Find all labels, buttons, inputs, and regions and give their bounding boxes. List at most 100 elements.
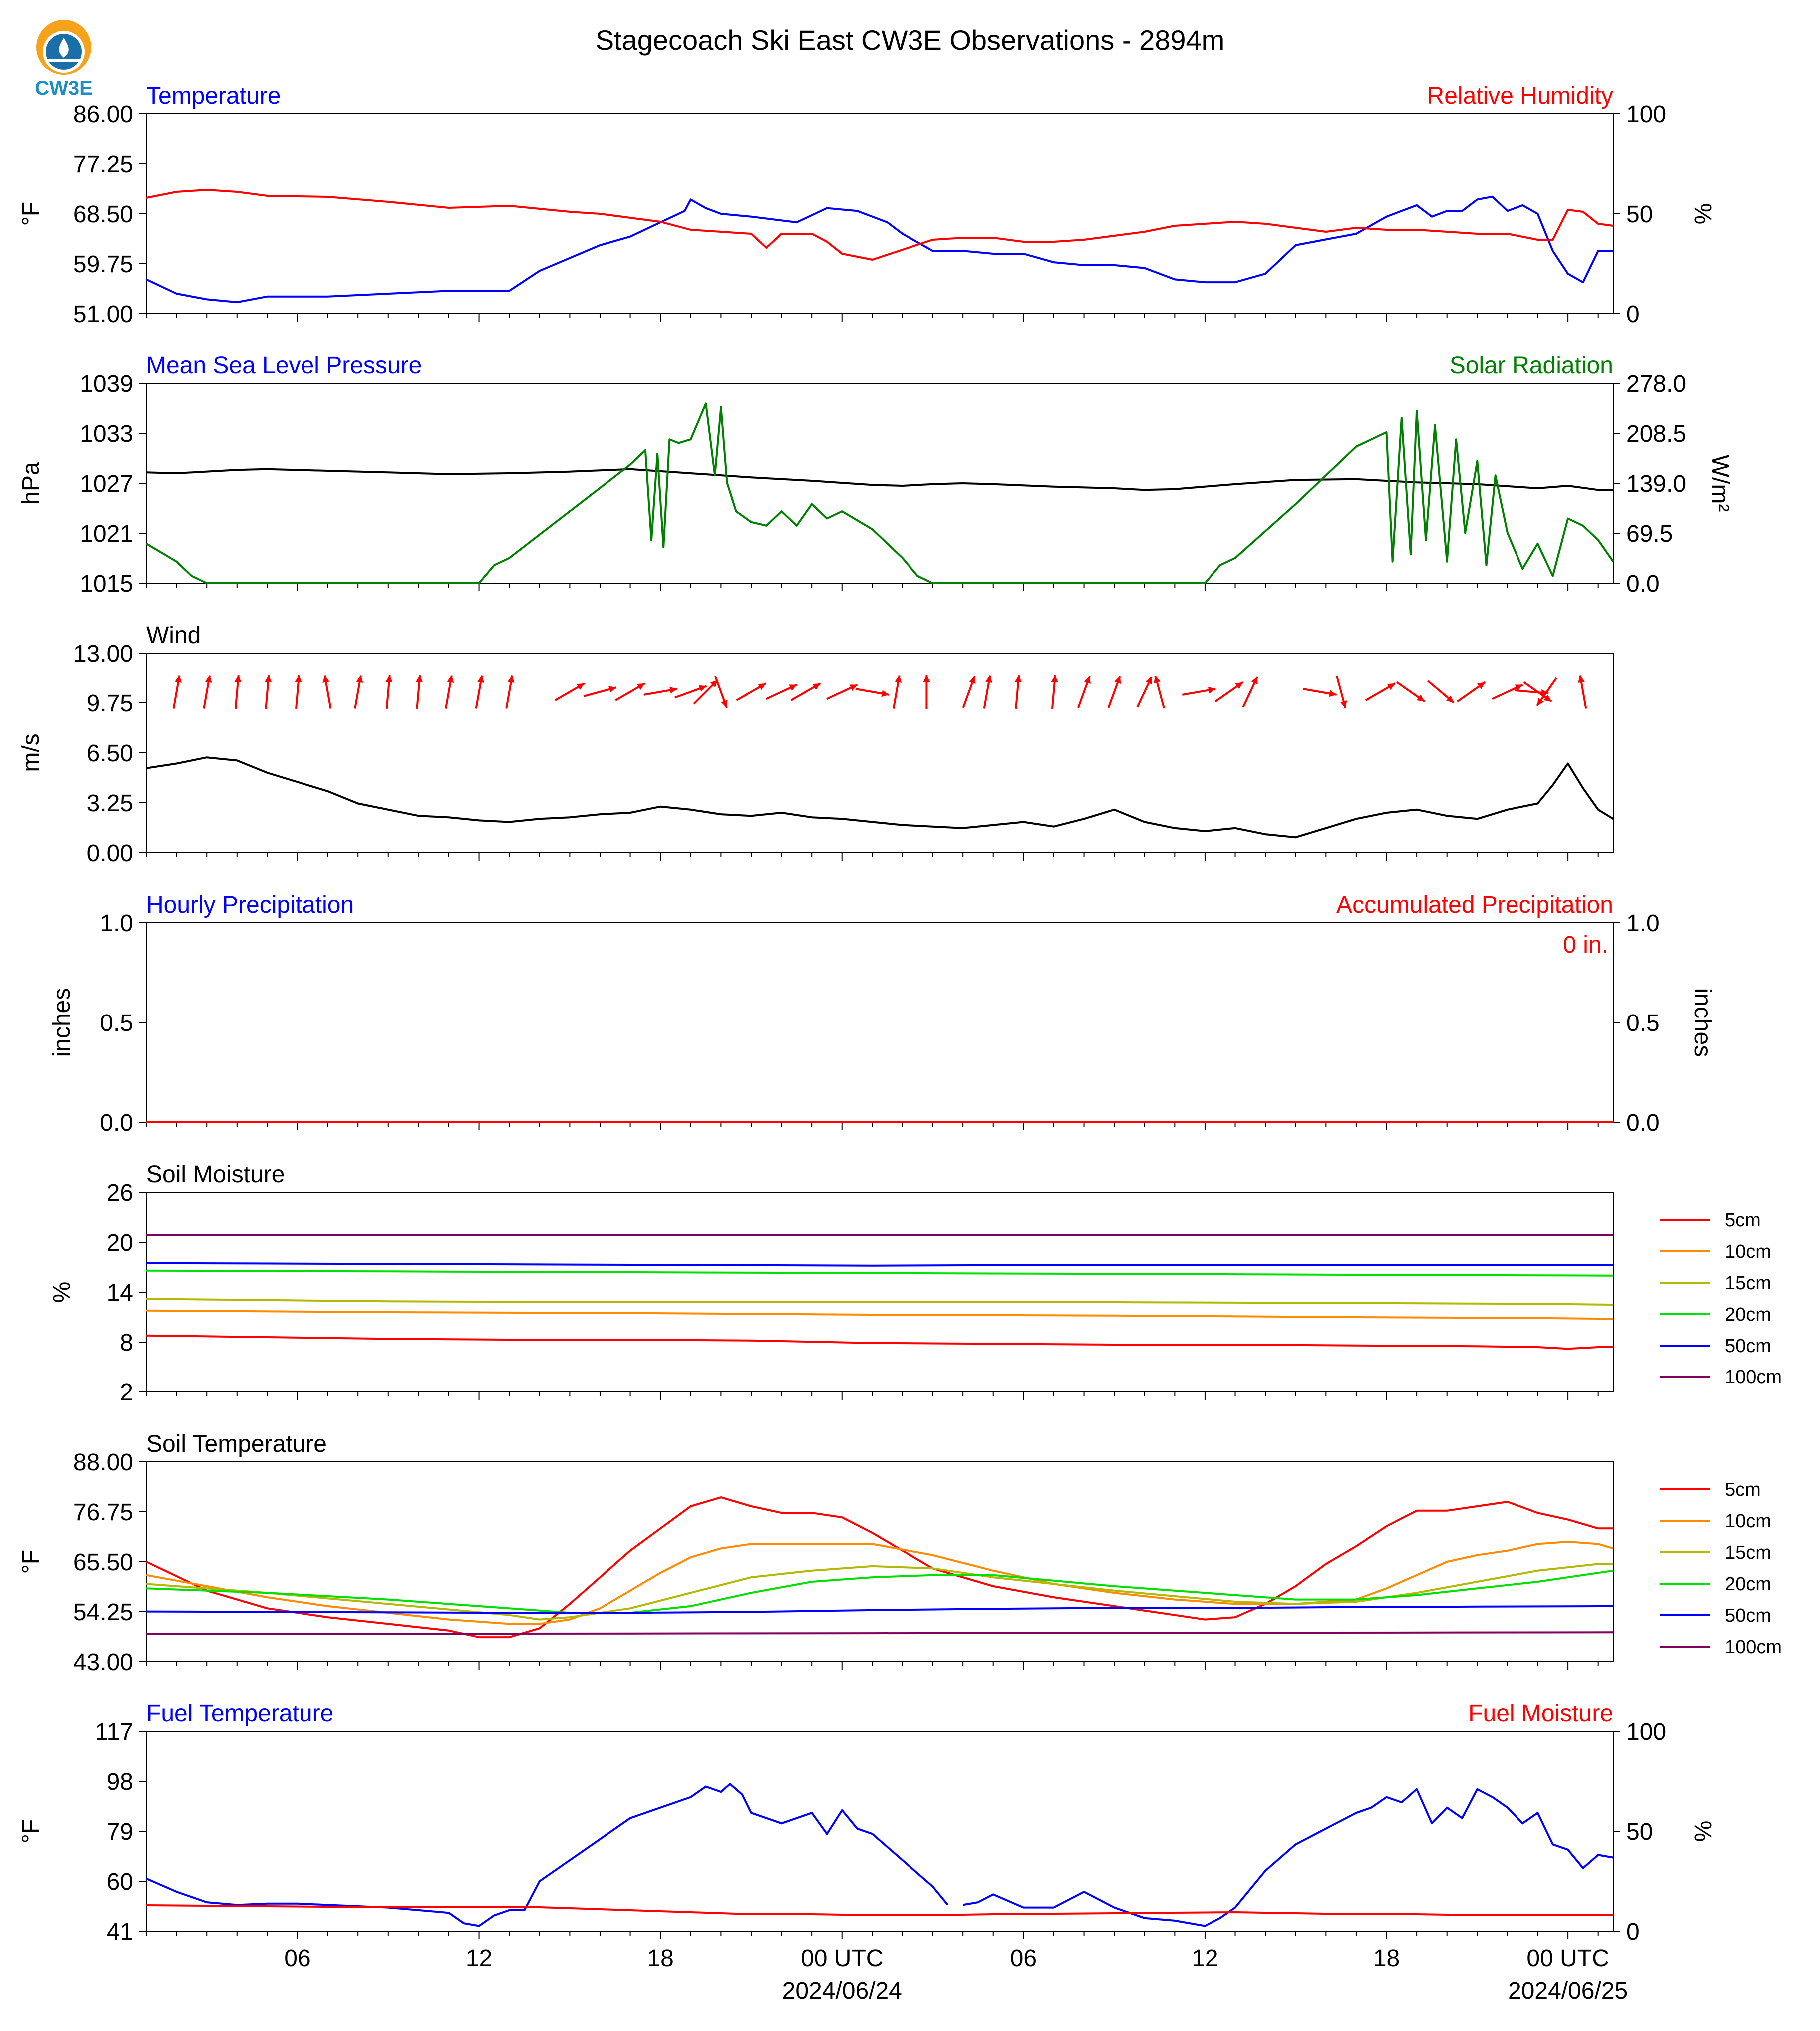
wind-arrow-head	[1145, 677, 1152, 685]
wind-arrow-head	[265, 675, 272, 683]
y-tick-label-left: 1021	[80, 521, 133, 547]
wind-arrow-head	[1014, 675, 1022, 683]
y-tick-label-left: 20	[107, 1230, 133, 1256]
panel-title-left: Temperature	[146, 83, 281, 109]
series-line-50cm	[146, 1605, 1614, 1614]
y-tick-label-left: 6.50	[87, 740, 133, 767]
y-axis-label-right: %	[1689, 203, 1716, 225]
panel-title-left: Soil Temperature	[146, 1431, 327, 1457]
y-tick-label-left: 0.0	[100, 1110, 133, 1136]
wind-arrow-head	[1578, 675, 1585, 683]
wind-arrow-head	[385, 675, 393, 683]
wind-arrow	[1578, 675, 1587, 709]
wind-arrow	[1335, 675, 1347, 709]
wind-arrow	[203, 675, 212, 709]
y-axis-label-right: inches	[1689, 988, 1716, 1057]
series-line-mean-sea-level-pressure	[146, 468, 1613, 491]
wind-arrow-head	[789, 684, 797, 691]
y-tick-label-left: 26	[107, 1180, 133, 1206]
y-tick-label-right: 139.0	[1626, 471, 1686, 497]
y-axis-label-left: hPa	[18, 462, 44, 505]
x-tick-label: 18	[647, 1945, 673, 1972]
y-tick-label-left: 8	[120, 1330, 133, 1356]
y-tick-label-left: 88.00	[73, 1449, 133, 1476]
y-tick-label-left: 1015	[80, 571, 133, 597]
series-line-20cm	[146, 1269, 1614, 1277]
y-tick-label-right: 208.5	[1626, 421, 1686, 447]
wind-arrow-head	[295, 675, 302, 683]
legend-label: 50cm	[1725, 1605, 1771, 1626]
wind-arrow-head	[1417, 694, 1425, 702]
wind-arrow-head	[637, 683, 645, 690]
wind-arrow-head	[608, 686, 616, 693]
wind-arrow	[790, 682, 821, 701]
y-tick-label-right: 1.0	[1626, 910, 1660, 937]
series-line-fuel-temperature	[146, 1783, 949, 1927]
y-axis-label-left: °F	[18, 202, 44, 226]
wind-arrow	[1427, 680, 1455, 704]
wind-arrow-head	[576, 683, 585, 690]
y-tick-label-left: 117	[95, 1719, 133, 1745]
wind-arrow	[1242, 676, 1259, 708]
wind-arrow-head	[1387, 683, 1395, 690]
wind-arrow-head	[1340, 700, 1347, 708]
y-tick-label-left: 43.00	[73, 1649, 133, 1676]
wind-arrow-head	[895, 675, 902, 683]
x-tick-label: 00 UTC	[801, 1945, 883, 1972]
legend-label: 5cm	[1725, 1210, 1761, 1231]
panel-title-left: Wind	[146, 622, 201, 649]
y-axis-label-left: °F	[18, 1819, 44, 1844]
y-tick-label-right: 0.5	[1626, 1010, 1660, 1036]
series-line-relative-humidity	[146, 189, 1614, 261]
wind-arrow-head	[1251, 677, 1258, 685]
wind-arrow	[1182, 686, 1216, 696]
wind-arrow	[714, 676, 728, 708]
panel-title-right: Accumulated Precipitation	[1336, 892, 1613, 918]
wind-arrow	[1457, 681, 1486, 703]
wind-arrow	[962, 676, 976, 708]
wind-arrow-head	[881, 690, 889, 697]
panel-soil-moisture: Soil Moisture 26 20 14 8 2% 5cm 10cm 15cm 20cm 50c…	[49, 1161, 1782, 1406]
wind-arrow-head	[812, 683, 821, 690]
y-tick-label-left: 65.50	[73, 1549, 133, 1576]
y-tick-label-right: 100	[1626, 101, 1666, 128]
wind-arrow-head	[234, 675, 242, 683]
wind-arrow-head	[721, 700, 728, 708]
panel-title-left: Mean Sea Level Pressure	[146, 352, 422, 379]
legend-label: 10cm	[1725, 1241, 1771, 1262]
y-axis-label-right: W/m²	[1707, 455, 1733, 512]
x-tick-label: 12	[1192, 1945, 1218, 1972]
wind-arrow	[1077, 676, 1091, 708]
wind-arrow	[1523, 681, 1552, 703]
wind-arrow-head	[1235, 682, 1243, 689]
wind-arrow-head	[1208, 686, 1216, 694]
panel-title-right: Solar Radiation	[1450, 352, 1613, 379]
y-tick-label-left: 2	[120, 1379, 133, 1406]
wind-arrow	[1396, 681, 1425, 703]
y-tick-label-left: 0.5	[100, 1010, 133, 1036]
series-line-50cm	[146, 1262, 1613, 1267]
y-tick-label-right: 69.5	[1626, 521, 1673, 547]
wind-arrow-head	[1329, 690, 1337, 697]
wind-arrow	[1136, 676, 1153, 708]
y-tick-label-right: 50	[1626, 1819, 1653, 1845]
wind-arrow	[1492, 683, 1523, 700]
y-tick-label-left: 9.75	[87, 690, 133, 717]
y-tick-label-left: 76.75	[73, 1499, 133, 1526]
series-line-solar-radiation	[145, 402, 1614, 584]
wind-arrow	[674, 685, 707, 699]
wind-arrow-head	[356, 675, 363, 683]
wind-arrow-head	[1446, 695, 1454, 703]
series-line-temperature	[146, 195, 1613, 304]
y-axis-label-right: %	[1689, 1821, 1716, 1842]
wind-arrow	[736, 682, 767, 701]
y-tick-label-right: 0.0	[1626, 1110, 1660, 1136]
wind-arrow	[172, 675, 182, 709]
y-tick-label-left: 0.00	[87, 840, 133, 867]
wind-arrow-head	[698, 685, 707, 692]
wind-arrow-head	[758, 683, 766, 690]
figure-title: Stagecoach Ski East CW3E Observations - …	[596, 24, 1225, 56]
y-tick-label-left: 1027	[80, 471, 133, 497]
y-tick-label-left: 77.25	[73, 151, 133, 178]
y-tick-label-left: 60	[107, 1869, 133, 1895]
